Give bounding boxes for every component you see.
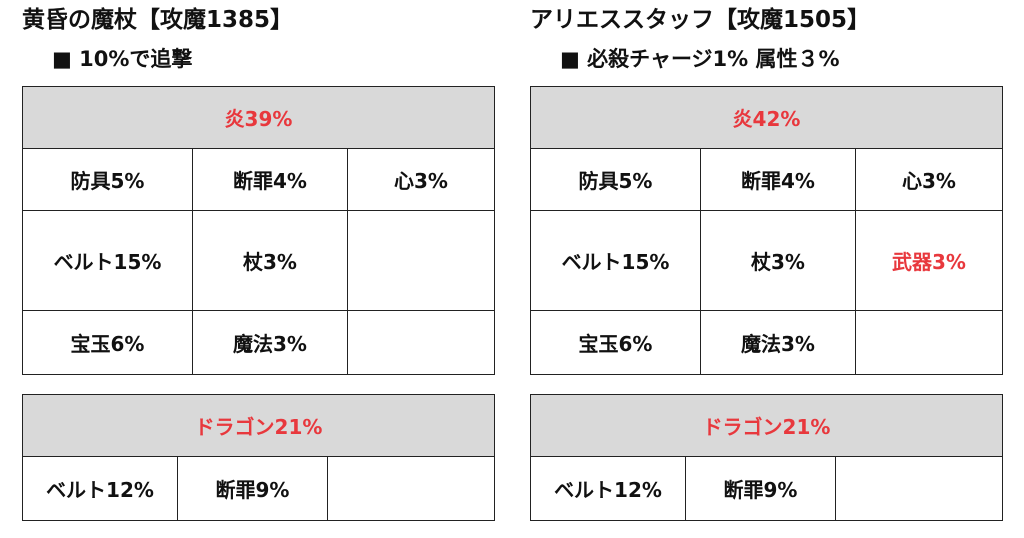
fire-header: 炎42% (529, 86, 1004, 149)
cell: 防具5% (22, 148, 193, 211)
weapon-title: アリエススタッフ【攻魔1505】 (530, 7, 871, 33)
cell: ベルト12% (22, 456, 178, 521)
cell: 宝玉6% (22, 310, 193, 375)
weapon-subtitle: ■ 10%で追撃 (52, 47, 193, 71)
cell: 防具5% (530, 148, 701, 211)
cell: 宝玉6% (530, 310, 701, 375)
cell: ベルト15% (22, 210, 193, 311)
cell: ベルト12% (530, 456, 686, 521)
cell-highlight: 武器3% (854, 210, 1004, 311)
dragon-table: ドラゴン21% ベルト12% 断罪9% (21, 394, 496, 521)
dragon-table: ドラゴン21% ベルト12% 断罪9% (529, 394, 1004, 521)
weapon-subtitle: ■ 必殺チャージ1% 属性３% (560, 47, 840, 71)
weapon-title: 黄昏の魔杖【攻魔1385】 (22, 7, 294, 33)
fire-table: 炎42% 防具5% 断罪4% 心3% ベルト15% 杖3% 武器3% 宝玉6% … (529, 86, 1004, 375)
cell: ベルト15% (530, 210, 701, 311)
cell: 杖3% (192, 210, 348, 311)
cell-empty (346, 210, 496, 311)
cell: 断罪9% (685, 456, 836, 521)
cell-empty (346, 310, 496, 375)
cell: 魔法3% (192, 310, 348, 375)
cell: 断罪9% (177, 456, 328, 521)
cell-empty (834, 456, 1004, 521)
fire-header: 炎39% (21, 86, 496, 149)
cell: 杖3% (700, 210, 856, 311)
cell: 断罪4% (700, 148, 856, 211)
cell-empty (326, 456, 496, 521)
fire-table: 炎39% 防具5% 断罪4% 心3% ベルト15% 杖3% 宝玉6% 魔法3% (21, 86, 496, 375)
dragon-header: ドラゴン21% (529, 394, 1004, 457)
cell: 心3% (854, 148, 1004, 211)
dragon-header: ドラゴン21% (21, 394, 496, 457)
cell-empty (854, 310, 1004, 375)
cell: 魔法3% (700, 310, 856, 375)
cell: 断罪4% (192, 148, 348, 211)
cell: 心3% (346, 148, 496, 211)
